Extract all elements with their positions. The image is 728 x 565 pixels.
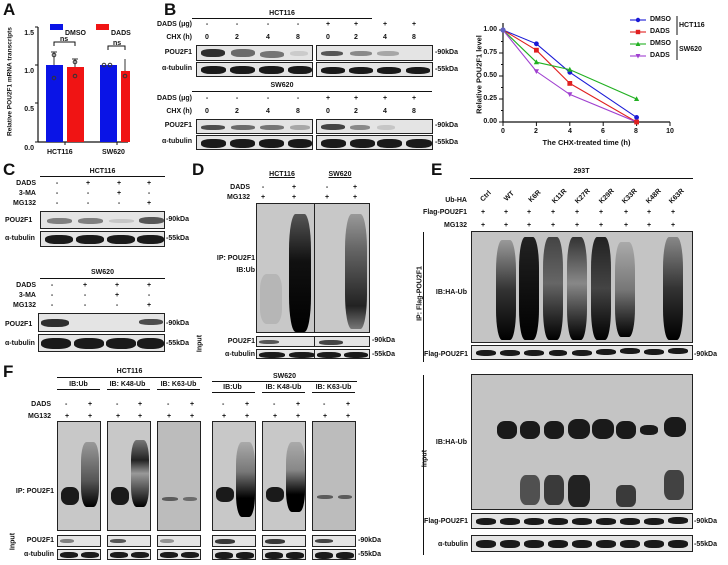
gel-f-hct116-k48 [107, 421, 151, 531]
gel-tubulin-hct116-dads [316, 62, 433, 77]
gel-f-hct116-k63 [157, 421, 201, 531]
gel-c-tubulin-sw620 [38, 334, 165, 352]
gel-pou2f1-hct116-dads [316, 45, 433, 61]
gel-e-ip-ib-ha-ub [471, 231, 693, 343]
legend-dads: DADS [111, 30, 131, 37]
y-tick-1-5: 1.5 [24, 30, 34, 37]
y-tick-0-0: 0.0 [24, 145, 34, 152]
gel-pou2f1-sw620-dmso [196, 119, 313, 134]
bar-chart-svg [35, 24, 130, 145]
gel-e-input-tubulin [471, 535, 693, 552]
gel-d-ib-ub-hct116 [256, 203, 317, 333]
gel-e-ip-flag [471, 345, 693, 360]
ns-annotation-sw620: ns [113, 40, 122, 47]
gel-e-input-ib-ha-ub [471, 374, 693, 510]
panel-label-d: D [192, 160, 205, 179]
gel-pou2f1-hct116-dmso [196, 45, 313, 61]
cell-line-sw620: SW620 [270, 82, 294, 89]
panel-b-line-chart: 1.00 0.75 0.50 0.25 0.00 0 2 4 6 8 10 Th… [470, 15, 728, 160]
gel-c-tubulin-hct116 [40, 231, 165, 247]
row-pou2f1: POU2F1 [164, 49, 192, 56]
line-chart-svg [499, 16, 678, 126]
panel-label-c: C [3, 160, 16, 179]
legend-dmso-sw620: DMSO [650, 40, 671, 47]
gel-pou2f1-sw620-dads [316, 119, 433, 134]
gel-f-sw620-k63 [312, 421, 356, 531]
y-tick-0-5: 0.5 [24, 106, 34, 113]
panel-label-e: E [431, 160, 443, 179]
panel-label-f: F [3, 362, 14, 381]
panel-label-b: B [164, 0, 177, 19]
gel-f-sw620-ub [212, 421, 256, 531]
gel-c-pou2f1-sw620 [38, 313, 165, 332]
y-axis-label: Relative POU2F1 mRNA transcripts [6, 27, 14, 136]
panel-a-bar-chart: 1.5 1.0 0.5 0.0 DMSO DADS ns ns HCT116 S… [0, 10, 131, 160]
y-axis-label: Relative POU2F1 level [474, 35, 484, 114]
ns-annotation-hct116: ns [60, 36, 69, 43]
row-tubulin: α-tubulin [162, 65, 192, 72]
legend-group-hct116: HCT116 [679, 22, 705, 29]
y-tick-1-0: 1.0 [24, 68, 34, 75]
gel-e-input-flag [471, 513, 693, 529]
gel-d-input-tubulin-sw620 [314, 349, 370, 359]
x-tick-sw620: SW620 [102, 149, 125, 156]
cell-line-hct116: HCT116 [269, 10, 295, 17]
legend-dads-hct116: DADS [650, 28, 670, 35]
x-tick-hct116: HCT116 [47, 149, 73, 156]
legend-dmso-hct116: DMSO [650, 16, 671, 23]
row-chx: CHX (h) [166, 34, 192, 41]
gel-d-input-pou2f1-hct116 [256, 336, 317, 347]
gel-tubulin-sw620-dads [316, 135, 433, 150]
gel-d-input-pou2f1-sw620 [314, 336, 370, 347]
row-dads: DADS (μg) [157, 21, 192, 28]
panel-label-a: A [3, 0, 16, 19]
legend-group-sw620: SW620 [679, 46, 702, 53]
gel-tubulin-hct116-dmso [196, 62, 313, 77]
gel-f-hct116-ub [57, 421, 101, 531]
legend-dads-sw620: DADS [650, 52, 670, 59]
gel-d-ib-ub-sw620 [314, 203, 370, 333]
gel-f-sw620-k48 [262, 421, 306, 531]
gel-tubulin-sw620-dmso [196, 135, 313, 150]
x-axis-label: The CHX-treated time (h) [542, 138, 631, 147]
legend-dmso: DMSO [65, 30, 86, 37]
gel-c-pou2f1-hct116 [40, 211, 165, 229]
gel-d-input-tubulin-hct116 [256, 349, 317, 359]
